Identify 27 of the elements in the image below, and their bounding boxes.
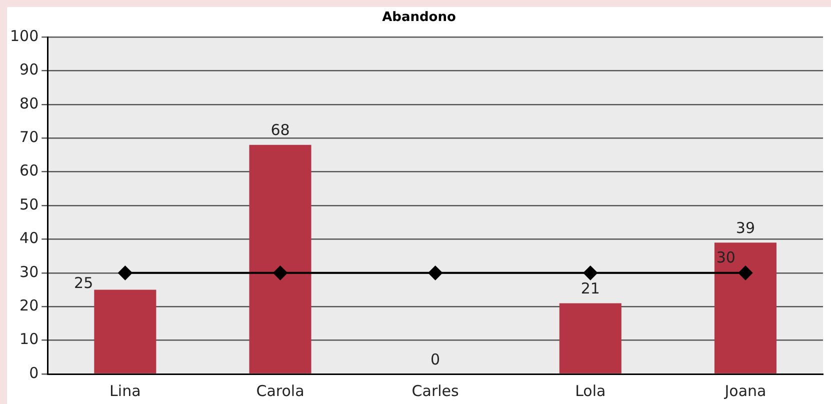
y-tick-label: 100 bbox=[10, 26, 39, 45]
data-label: 30 bbox=[716, 248, 736, 266]
x-tick-label: Joana bbox=[724, 382, 766, 400]
y-tick-label: 40 bbox=[20, 229, 39, 248]
x-tick-label: Lina bbox=[110, 382, 141, 400]
y-tick-label: 20 bbox=[20, 296, 39, 314]
data-label: 0 bbox=[430, 350, 440, 368]
bar bbox=[714, 242, 776, 374]
y-tick-label: 30 bbox=[20, 262, 39, 281]
y-tick-label: 60 bbox=[20, 162, 39, 180]
y-tick-label: 0 bbox=[29, 364, 39, 382]
bar bbox=[249, 144, 312, 374]
x-tick-label: Carola bbox=[256, 382, 304, 400]
y-tick-label: 10 bbox=[20, 330, 39, 348]
y-tick-label: 50 bbox=[20, 195, 39, 214]
data-label: 25 bbox=[74, 274, 94, 292]
data-label: 68 bbox=[270, 121, 290, 140]
x-tick-label: Carles bbox=[412, 382, 460, 400]
chart-title: Abandono bbox=[381, 10, 457, 25]
bar bbox=[559, 303, 622, 374]
y-tick-label: 90 bbox=[20, 60, 39, 79]
data-label: 21 bbox=[580, 280, 600, 298]
x-tick-label: Lola bbox=[575, 382, 606, 400]
bar bbox=[94, 290, 156, 374]
y-tick-label: 70 bbox=[20, 128, 39, 146]
data-label: 39 bbox=[736, 218, 756, 237]
y-tick-label: 80 bbox=[20, 94, 39, 112]
